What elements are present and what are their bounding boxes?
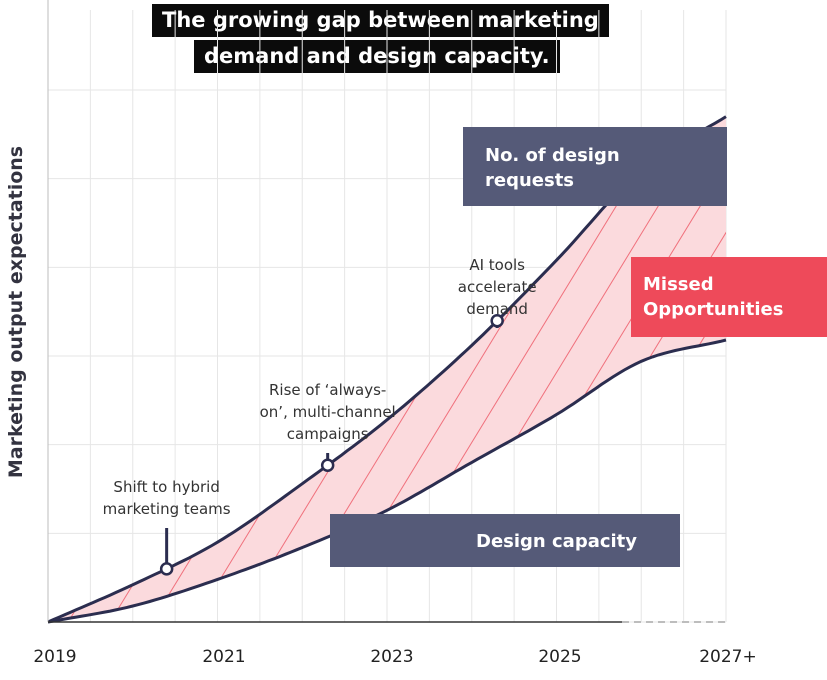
label-text: requests <box>485 170 574 191</box>
annotation-text: demand <box>466 300 528 318</box>
series-label-boxes: No. of design requests Missed Opportunities… <box>330 127 827 567</box>
annotation-text: on’, multi-channel <box>260 403 396 421</box>
label-box-missed-opportunities: Missed Opportunities <box>631 257 827 337</box>
label-text: Missed <box>643 274 714 295</box>
hatch-line <box>48 116 149 622</box>
label-text: No. of design <box>485 145 620 166</box>
annotation-marker <box>159 562 174 576</box>
annotation-marker <box>490 314 504 328</box>
x-tick-label: 2019 <box>33 647 76 667</box>
annotation-text: marketing teams <box>103 500 231 518</box>
label-box-design-capacity: Design capacity <box>330 514 680 567</box>
annotation-text: campaigns <box>287 425 369 443</box>
annotations: Shift to hybrid marketing teams Rise of ‘a… <box>103 256 537 576</box>
annotation-text: Rise of ‘always- <box>269 381 386 399</box>
annotation: Shift to hybrid marketing teams <box>103 478 231 576</box>
annotation-marker <box>320 458 335 473</box>
x-tick-label: 2027+ <box>699 647 757 667</box>
annotation-text: Shift to hybrid <box>113 478 219 496</box>
label-text: Opportunities <box>643 299 783 320</box>
label-box-design-requests: No. of design requests <box>463 127 727 206</box>
x-tick-label: 2023 <box>370 647 413 667</box>
chart-title-line-2: demand and design capacity. <box>194 40 560 73</box>
series-line-design-capacity <box>47 338 727 624</box>
hatch-line <box>48 116 191 622</box>
annotation-text: accelerate <box>458 278 537 296</box>
x-tick-label: 2025 <box>538 647 581 667</box>
hatch-line <box>0 10 22 632</box>
chart-title-line-1: The growing gap between marketing <box>152 4 609 37</box>
annotation-text: AI tools <box>469 256 525 274</box>
annotation: AI tools accelerate demand <box>458 256 537 328</box>
x-tick-labels: 2019 2021 2023 2025 2027+ <box>33 647 756 667</box>
x-tick-label: 2021 <box>202 647 245 667</box>
annotation: Rise of ‘always-on’, multi-channel campai… <box>260 381 396 473</box>
label-text: Design capacity <box>476 531 637 552</box>
hatch-line <box>48 116 65 622</box>
axes <box>47 0 726 623</box>
hatch-line <box>48 116 233 622</box>
